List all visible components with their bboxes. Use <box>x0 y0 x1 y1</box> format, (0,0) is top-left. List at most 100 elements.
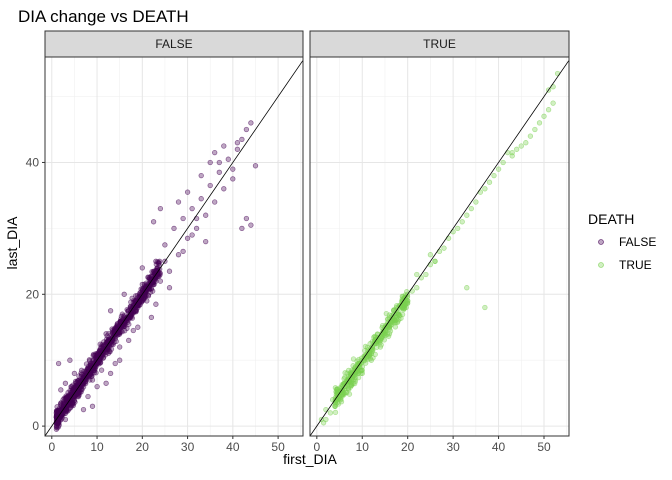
data-point <box>216 159 222 166</box>
data-point <box>153 258 159 264</box>
data-point <box>225 156 231 162</box>
data-point <box>491 172 497 179</box>
data-point <box>189 205 195 212</box>
gridlines <box>310 57 569 436</box>
data-point <box>85 366 92 372</box>
data-point <box>495 166 502 172</box>
y-tick-label: 40 <box>26 155 40 169</box>
reference-line <box>45 60 303 436</box>
x-tick-label: 30 <box>446 440 460 454</box>
data-point <box>139 281 145 288</box>
data-point <box>523 140 529 146</box>
data-point <box>58 387 64 393</box>
data-point <box>368 350 374 357</box>
panel-border <box>44 56 304 437</box>
data-point <box>78 370 84 376</box>
data-point <box>153 278 159 284</box>
x-tick-label: 40 <box>492 440 506 454</box>
data-point <box>166 268 173 274</box>
data-point <box>157 205 164 212</box>
data-point <box>157 278 164 284</box>
data-point <box>405 298 411 304</box>
data-point <box>377 344 384 350</box>
facet-panel-true: TRUE 0 10 20 30 40 50 <box>309 30 570 454</box>
x-tick-label: 30 <box>181 440 195 454</box>
data-point <box>166 285 173 291</box>
data-point <box>212 199 218 205</box>
data-point <box>75 392 82 398</box>
facet-strip-label: TRUE <box>423 37 456 51</box>
data-point <box>121 312 127 319</box>
x-tick-label: 20 <box>401 440 415 454</box>
data-point <box>455 225 461 232</box>
legend: DEATH FALSE TRUE <box>588 211 656 272</box>
data-point <box>175 199 182 205</box>
data-point <box>346 391 353 397</box>
data-point <box>432 258 438 264</box>
data-point <box>89 403 96 409</box>
data-point <box>53 410 59 416</box>
data-point <box>144 298 150 304</box>
gridlines <box>45 57 303 436</box>
legend-key-true <box>598 262 604 268</box>
data-point <box>78 379 85 385</box>
data-point <box>139 265 145 271</box>
data-point <box>372 351 378 358</box>
data-point <box>327 410 334 416</box>
legend-key-false <box>598 239 604 245</box>
data-point <box>121 291 127 297</box>
data-point <box>135 324 141 330</box>
data-point <box>135 304 141 311</box>
y-tick-label: 0 <box>32 419 39 433</box>
y-tick-label: 20 <box>26 287 40 301</box>
data-point <box>130 327 136 334</box>
data-point <box>122 328 128 334</box>
data-point <box>101 339 107 345</box>
x-tick-label: 40 <box>226 440 240 454</box>
data-point <box>414 271 420 278</box>
legend-label-true: TRUE <box>619 258 652 272</box>
data-point <box>171 225 177 232</box>
data-point <box>189 232 195 238</box>
data-point <box>464 212 470 218</box>
legend-label-false: FALSE <box>619 235 656 249</box>
data-point <box>514 146 520 152</box>
reference-line <box>310 60 569 436</box>
data-point <box>103 380 109 386</box>
data-point <box>113 338 119 345</box>
data-point <box>115 332 121 338</box>
facet-panels: FALSE 0 10 20 30 40 50 0 20 40 TRUE 0 10 20 30 40 50 <box>26 30 570 454</box>
data-point <box>332 403 338 409</box>
data-point <box>482 304 488 311</box>
data-point <box>117 357 123 363</box>
data-point <box>441 245 447 251</box>
data-point <box>148 314 155 321</box>
data-point <box>180 215 186 222</box>
legend-title: DEATH <box>588 211 634 227</box>
x-tick-label: 0 <box>313 440 320 454</box>
data-point <box>383 310 389 317</box>
data-point <box>62 380 69 386</box>
chart-title: DIA change vs DEATH <box>18 7 189 26</box>
data-points <box>318 70 561 426</box>
data-point <box>212 149 218 156</box>
facet-strip <box>309 30 570 58</box>
facet-strip <box>44 30 304 58</box>
data-point <box>203 212 209 218</box>
y-axis-title: last_DIA <box>4 216 20 270</box>
data-point <box>207 159 213 166</box>
data-point <box>359 364 365 370</box>
data-point <box>62 416 69 423</box>
data-point <box>423 271 429 278</box>
data-point <box>334 387 340 393</box>
data-point <box>221 186 227 192</box>
data-point <box>482 186 488 192</box>
data-point <box>414 285 420 291</box>
data-point <box>341 390 347 396</box>
data-point <box>347 384 354 390</box>
data-point <box>509 149 515 156</box>
facet-panel-false: FALSE 0 10 20 30 40 50 0 20 40 <box>26 30 304 454</box>
data-point <box>117 344 123 350</box>
data-point <box>80 381 86 388</box>
